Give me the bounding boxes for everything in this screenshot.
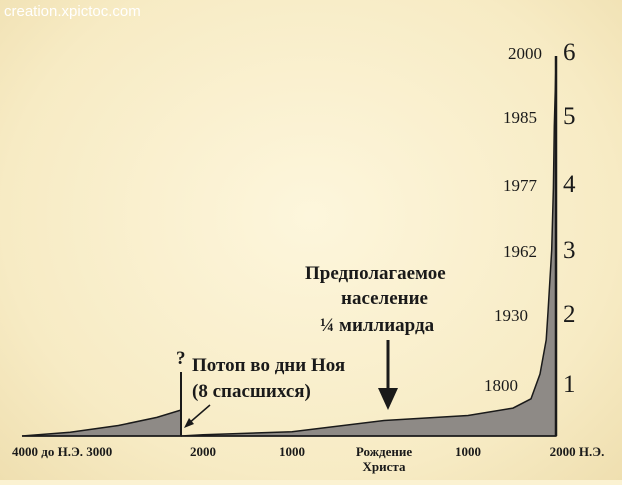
y-tick-label: 3 — [563, 237, 576, 264]
estimate-arrowhead — [378, 388, 398, 410]
population-area-pre-flood — [21, 408, 182, 437]
estimate-annotation-line2: население — [341, 288, 428, 309]
y-tick-label: 2 — [563, 301, 576, 328]
year-labels: 1800 1930 1962 1977 1985 2000 — [484, 44, 542, 395]
year-label: 1962 — [503, 242, 537, 261]
year-label: 2000 — [508, 44, 542, 63]
x-tick-label: 2000 Н.Э. — [550, 444, 605, 459]
watermark: creation.xpictoc.com — [4, 3, 141, 20]
y-tick-label: 6 — [563, 39, 576, 66]
x-tick-label: 1000 — [455, 444, 481, 459]
year-label: 1985 — [503, 108, 537, 127]
estimate-annotation-line1: Предполагаемое — [305, 263, 446, 284]
flood-pointer-arrow — [187, 404, 211, 425]
x-tick-label: 1000 — [279, 444, 305, 459]
flood-annotation-line1: Потоп во дни Ноя — [192, 355, 345, 376]
y-tick-label: 5 — [563, 103, 576, 130]
year-label: 1800 — [484, 376, 518, 395]
question-mark: ? — [176, 348, 186, 369]
x-tick-label-line2: Христа — [363, 459, 406, 474]
estimate-annotation-line3: ¼ миллиарда — [320, 315, 435, 336]
flood-pointer-arrowhead — [184, 418, 194, 428]
y-tick-label: 4 — [563, 171, 576, 198]
x-tick-label: 4000 до Н.Э. 3000 — [12, 444, 112, 459]
y-tick-label: 1 — [563, 371, 576, 398]
x-tick-label: 2000 — [190, 444, 216, 459]
y-tick-labels: 1 2 3 4 5 6 — [563, 39, 576, 398]
x-tick-label: Рождение — [356, 444, 413, 459]
year-label: 1930 — [494, 306, 528, 325]
year-label: 1977 — [503, 176, 538, 195]
flood-annotation-line2: (8 спасшихся) — [192, 381, 311, 402]
